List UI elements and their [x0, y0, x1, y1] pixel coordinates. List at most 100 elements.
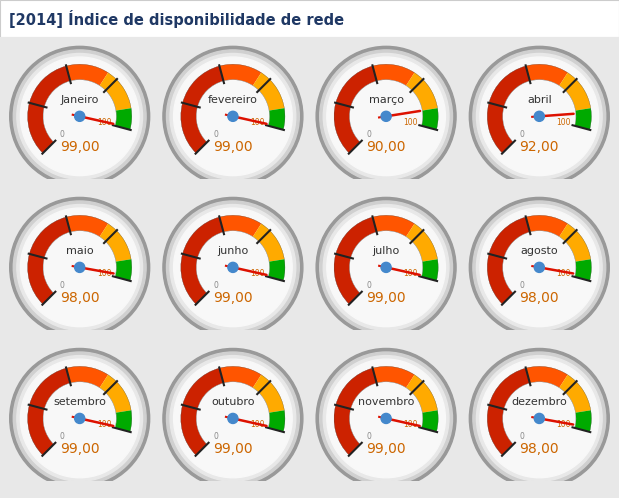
Text: 100: 100: [250, 269, 265, 278]
Circle shape: [75, 111, 85, 122]
Wedge shape: [487, 217, 530, 304]
Circle shape: [534, 262, 544, 272]
Text: 0: 0: [60, 281, 65, 290]
Wedge shape: [219, 64, 261, 86]
Wedge shape: [422, 108, 438, 130]
Circle shape: [17, 53, 142, 179]
Circle shape: [319, 50, 452, 183]
Wedge shape: [503, 80, 576, 142]
Circle shape: [173, 208, 292, 327]
Wedge shape: [27, 217, 70, 304]
Wedge shape: [66, 64, 108, 86]
Wedge shape: [100, 73, 131, 111]
Wedge shape: [334, 215, 438, 304]
Wedge shape: [43, 381, 116, 444]
Wedge shape: [349, 231, 423, 293]
Text: 90,00: 90,00: [366, 140, 406, 154]
Wedge shape: [66, 215, 108, 237]
Circle shape: [10, 197, 150, 337]
Text: 0: 0: [519, 130, 524, 139]
Wedge shape: [253, 374, 285, 413]
Circle shape: [327, 57, 446, 176]
Wedge shape: [334, 368, 376, 455]
Wedge shape: [253, 224, 285, 261]
Circle shape: [17, 356, 142, 481]
Circle shape: [163, 197, 303, 337]
Circle shape: [469, 197, 609, 337]
Text: 100: 100: [404, 420, 418, 429]
Wedge shape: [575, 410, 592, 432]
Circle shape: [327, 359, 446, 478]
Wedge shape: [115, 108, 132, 130]
Circle shape: [473, 352, 606, 485]
Circle shape: [13, 352, 146, 485]
Circle shape: [469, 349, 609, 489]
Circle shape: [323, 205, 449, 330]
Circle shape: [480, 359, 599, 478]
Text: julho: julho: [373, 246, 400, 256]
Circle shape: [167, 201, 300, 334]
Text: abril: abril: [527, 95, 552, 105]
Circle shape: [316, 197, 456, 337]
Text: 100: 100: [556, 420, 571, 429]
Wedge shape: [334, 366, 438, 455]
Circle shape: [228, 111, 238, 122]
Wedge shape: [27, 368, 70, 455]
Text: fevereiro: fevereiro: [208, 95, 258, 105]
Circle shape: [20, 208, 139, 327]
Circle shape: [20, 57, 139, 176]
Wedge shape: [560, 374, 591, 413]
Wedge shape: [27, 64, 132, 153]
Wedge shape: [269, 108, 285, 130]
Circle shape: [170, 205, 296, 330]
Circle shape: [381, 413, 391, 423]
Circle shape: [17, 205, 142, 330]
Circle shape: [170, 53, 296, 179]
Circle shape: [381, 262, 391, 272]
Wedge shape: [487, 215, 592, 304]
Text: 100: 100: [97, 118, 111, 127]
Wedge shape: [406, 224, 438, 261]
Circle shape: [477, 205, 602, 330]
Wedge shape: [526, 64, 568, 86]
Text: 92,00: 92,00: [519, 140, 559, 154]
Circle shape: [75, 413, 85, 423]
Circle shape: [316, 349, 456, 489]
Text: 98,00: 98,00: [519, 442, 559, 456]
Wedge shape: [219, 366, 261, 387]
Wedge shape: [349, 80, 423, 142]
Text: 99,00: 99,00: [213, 291, 253, 305]
Text: 100: 100: [97, 269, 111, 278]
Wedge shape: [334, 66, 376, 153]
Wedge shape: [181, 217, 223, 304]
Text: novembro: novembro: [358, 397, 414, 407]
Circle shape: [381, 111, 391, 122]
Text: 0: 0: [366, 281, 371, 290]
Circle shape: [167, 50, 300, 183]
Wedge shape: [334, 217, 376, 304]
Wedge shape: [269, 410, 285, 432]
Circle shape: [534, 111, 544, 122]
Wedge shape: [27, 215, 132, 304]
Circle shape: [473, 201, 606, 334]
Wedge shape: [560, 224, 591, 261]
Wedge shape: [27, 366, 132, 455]
Text: 99,00: 99,00: [366, 442, 406, 456]
Wedge shape: [27, 66, 70, 153]
Wedge shape: [253, 73, 285, 111]
Text: 98,00: 98,00: [60, 291, 100, 305]
Text: 0: 0: [366, 130, 371, 139]
Text: Janeiro: Janeiro: [61, 95, 99, 105]
Circle shape: [473, 50, 606, 183]
Circle shape: [163, 349, 303, 489]
Circle shape: [13, 201, 146, 334]
Wedge shape: [526, 366, 568, 387]
Circle shape: [480, 57, 599, 176]
Wedge shape: [422, 410, 438, 432]
Wedge shape: [219, 215, 261, 237]
Text: agosto: agosto: [521, 246, 558, 256]
Text: 100: 100: [97, 420, 111, 429]
Wedge shape: [115, 410, 132, 432]
Wedge shape: [373, 64, 415, 86]
Text: 99,00: 99,00: [60, 442, 100, 456]
